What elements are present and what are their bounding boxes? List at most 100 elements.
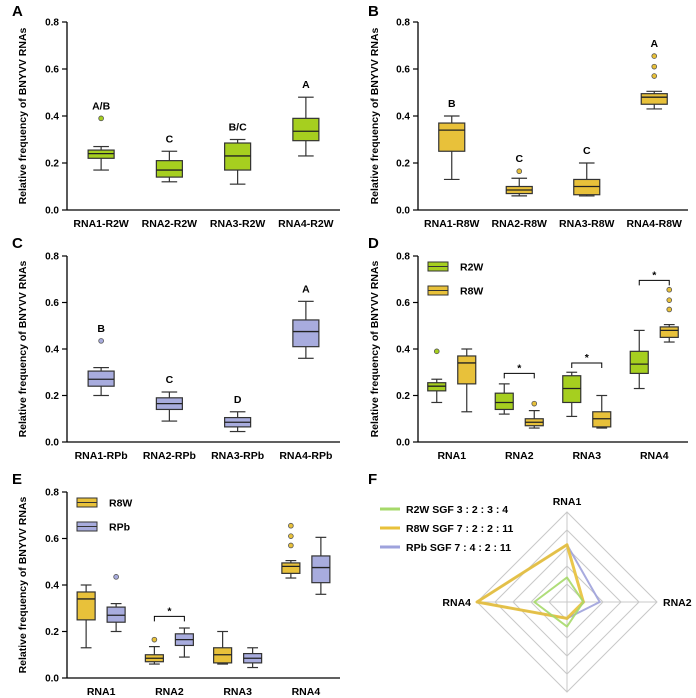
panel-b: 0.0 0.2 0.4 0.6 0.8 Relative frequency of BNY… (369, 18, 688, 230)
box-iqr (76, 591, 96, 621)
panel-c: 0.0 0.2 0.4 0.6 0.8 Relative frequency of BNY… (17, 252, 340, 462)
y-tick-label: 0.0 (45, 674, 59, 685)
panel-label-a: A (12, 3, 23, 20)
box-plot (292, 96, 320, 157)
y-tick-label: 0.8 (45, 488, 59, 499)
x-category-label: RNA3-R8W (559, 218, 615, 230)
y-axis-label: Relative frequency of BNYVV RNAs (369, 27, 381, 204)
box-plot (106, 574, 126, 633)
legend-label: RPb (109, 522, 130, 534)
box-iqr (640, 93, 668, 105)
box-plot (292, 300, 320, 359)
x-category-label: RNA4-RPb (279, 450, 332, 462)
box-plot (562, 371, 582, 418)
significance-letter: B (448, 98, 456, 110)
radar-axis-label: RNA4 (442, 597, 471, 609)
y-tick-label: 0.0 (45, 206, 59, 217)
y-tick-label: 0.4 (396, 112, 410, 123)
significance-letter: A (302, 283, 310, 295)
significance-letter: B (97, 323, 105, 335)
outlier-point (98, 115, 104, 122)
y-tick-label: 0.6 (45, 65, 59, 76)
y-tick-label: 0.8 (396, 18, 410, 29)
panel-label-f: F (368, 471, 377, 488)
x-category-label: RNA3-RPb (211, 450, 264, 462)
x-category-label: RNA4-R8W (627, 218, 683, 230)
significance-letter: B/C (229, 122, 248, 134)
box-plot (155, 150, 183, 183)
y-tick-label: 0.2 (396, 391, 410, 402)
outlier-point (666, 306, 673, 313)
outlier-point (651, 53, 658, 59)
outlier-point (151, 636, 158, 643)
significance-letter: A (302, 79, 310, 91)
y-axis-label: Relative frequency of BNYVV RNAs (17, 27, 29, 204)
box-plot (573, 162, 601, 197)
outlier-point (98, 338, 104, 344)
radar-legend-label: RPb SGF 7 : 4 : 2 : 11 (406, 542, 511, 554)
box-plot (144, 636, 164, 665)
radar-axis-label: RNA2 (663, 597, 692, 609)
x-category-label: RNA4-R2W (278, 218, 334, 230)
box-iqr (311, 555, 331, 584)
box-iqr (292, 117, 320, 142)
outlier-point (516, 168, 523, 175)
radar-axis-label: RNA1 (553, 496, 582, 508)
outlier-point (288, 522, 294, 529)
box-iqr (494, 392, 514, 411)
y-tick-label: 0.0 (396, 206, 410, 217)
outlier-point (666, 286, 673, 293)
x-category-label: RNA1-RPb (75, 450, 128, 462)
radar-legend-label: R2W SGF 3 : 2 : 3 : 4 (406, 504, 508, 516)
x-category-label: RNA2 (505, 450, 534, 462)
x-category-label: RNA1-R8W (424, 218, 480, 230)
box-plot (224, 411, 252, 433)
box-iqr (629, 350, 649, 375)
y-tick-label: 0.4 (396, 345, 410, 356)
y-tick-label: 0.8 (45, 18, 59, 29)
y-tick-label: 0.6 (396, 65, 410, 76)
panel-d: 0.0 0.2 0.4 0.6 0.8 Relative frequency of BNY… (369, 252, 688, 462)
outlier-point (433, 348, 440, 355)
panel-label-c: C (12, 235, 23, 252)
significance-bracket (571, 362, 603, 368)
radar-legend-label: R8W SGF 7 : 2 : 2 : 11 (406, 523, 514, 535)
y-tick-label: 0.6 (396, 298, 410, 309)
box-iqr (659, 326, 679, 338)
x-category-label: RNA4 (640, 450, 669, 462)
box-plot (87, 338, 115, 397)
legend-label: R8W (460, 286, 483, 298)
radar-series-polygon (476, 543, 601, 620)
outlier-point (651, 63, 658, 70)
box-plot (505, 168, 533, 197)
y-axis-label: Relative frequency of BNYVV RNAs (17, 496, 29, 673)
box-plot (629, 329, 649, 390)
legend-label: R8W (109, 498, 132, 510)
significance-letter: C (583, 145, 591, 157)
outlier-point (666, 297, 673, 303)
y-tick-label: 0.2 (45, 627, 59, 638)
x-category-label: RNA1 (437, 450, 466, 462)
significance-letter: A/B (92, 100, 111, 112)
significance-star: * (652, 269, 657, 281)
y-tick-label: 0.8 (45, 252, 59, 263)
box-plot (427, 348, 447, 404)
y-tick-label: 0.4 (45, 112, 59, 123)
significance-star: * (167, 605, 172, 617)
significance-letter: A (650, 38, 658, 50)
outlier-point (288, 542, 294, 549)
legend-label: R2W (460, 262, 483, 274)
box-plot (243, 647, 263, 669)
significance-bracket (503, 372, 535, 379)
significance-letter: D (234, 394, 242, 406)
panel-label-d: D (368, 235, 379, 252)
outlier-point (113, 574, 119, 580)
y-tick-label: 0.8 (396, 252, 410, 263)
y-tick-label: 0.0 (396, 438, 410, 449)
y-axis-label: Relative frequency of BNYVV RNAs (17, 260, 29, 437)
panel-label-e: E (12, 471, 22, 488)
panel-a: 0.0 0.2 0.4 0.6 0.8 Relative frequency of BNY… (17, 18, 340, 230)
box-plot (457, 348, 477, 413)
y-tick-label: 0.6 (45, 298, 59, 309)
